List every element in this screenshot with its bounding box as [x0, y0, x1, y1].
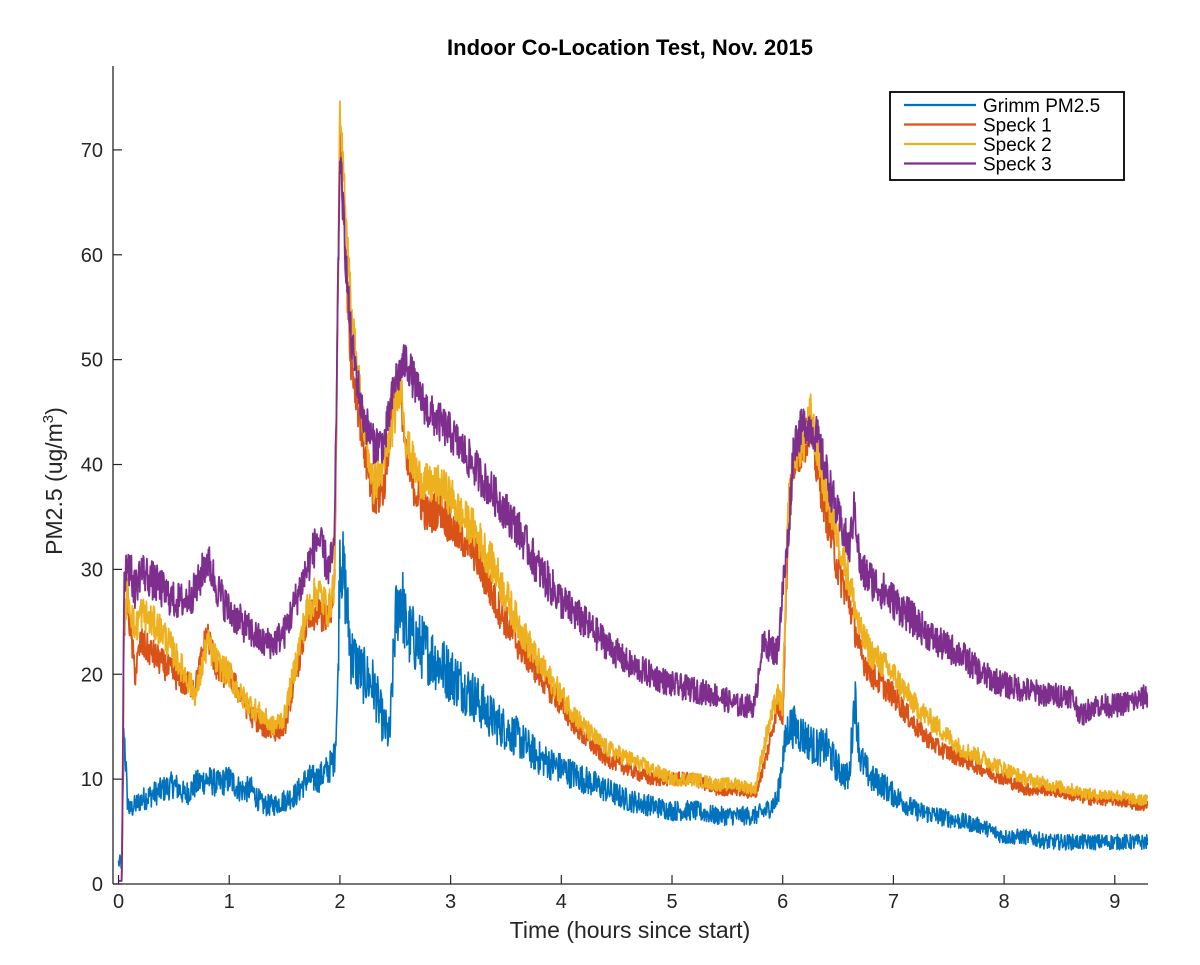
- y-tick-label: 10: [81, 769, 103, 791]
- x-tick-label: 4: [556, 891, 567, 913]
- x-tick-label: 1: [224, 891, 235, 913]
- x-axis-label: Time (hours since start): [510, 917, 751, 943]
- y-tick-label: 50: [81, 350, 103, 372]
- x-tick-label: 2: [334, 891, 345, 913]
- y-tick-label: 20: [81, 664, 103, 686]
- y-tick-label: 70: [81, 140, 103, 162]
- y-tick-label: 0: [92, 874, 103, 896]
- legend-label-4: Speck 3: [983, 155, 1052, 176]
- legend-label-2: Speck 1: [983, 116, 1052, 137]
- y-tick-label: 60: [81, 245, 103, 267]
- series-line-4: [118, 156, 1148, 882]
- legend-box: [889, 91, 1125, 181]
- y-tick-label: 40: [81, 455, 103, 477]
- y-axis-label-text: PM2.5 (ug/m: [41, 423, 67, 555]
- series-lines: [117, 100, 1148, 882]
- y-tick-label: 30: [81, 559, 103, 581]
- y-axis-label-suffix: ): [41, 407, 67, 415]
- chart-title: Indoor Co-Location Test, Nov. 2015: [447, 35, 813, 60]
- legend-label-3: Speck 2: [983, 135, 1052, 156]
- plot-frame: [112, 66, 1148, 885]
- x-tick-label: 8: [999, 891, 1010, 913]
- x-tick-label: 0: [113, 891, 124, 913]
- axis-ticks: 0 1 2 3 4 5 6 7 8 9 0 10 20 30 40 50 60 70: [81, 140, 1121, 913]
- x-tick-label: 7: [888, 891, 899, 913]
- x-tick-label: 6: [777, 891, 788, 913]
- x-tick-label: 3: [445, 891, 456, 913]
- x-tick-label: 9: [1109, 891, 1120, 913]
- y-axis-label-superscript: 3: [40, 415, 57, 423]
- y-axis-label: PM2.5 (ug/m3): [40, 407, 67, 555]
- x-tick-label: 5: [666, 891, 677, 913]
- series-line-1: [117, 531, 1148, 870]
- series-line-3: [118, 100, 1148, 882]
- legend-label-1: Grimm PM2.5: [983, 96, 1100, 117]
